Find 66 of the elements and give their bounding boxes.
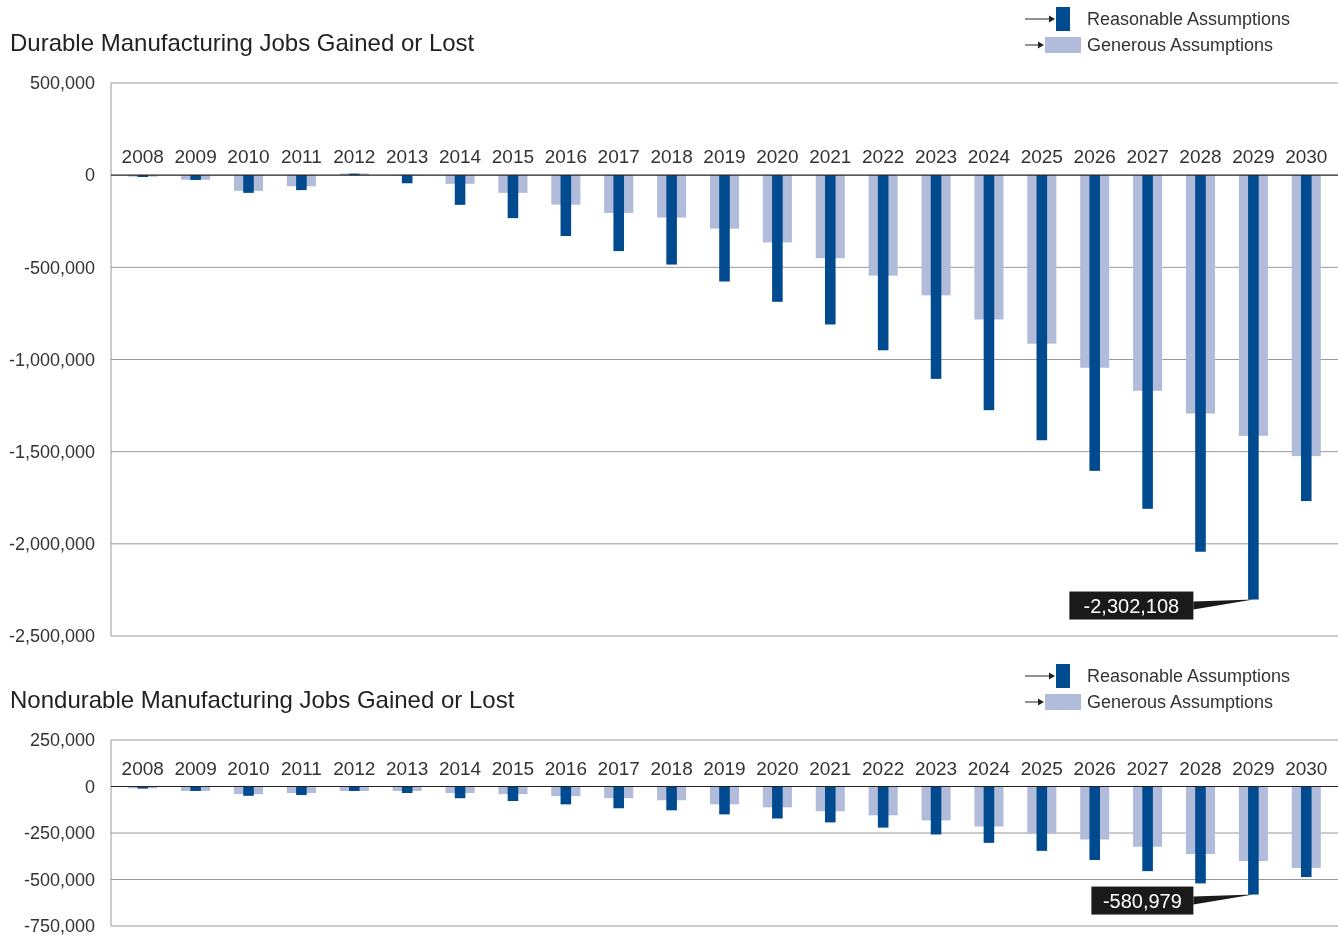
x-tick-label: 2019 [703,146,746,168]
x-tick-label: 2019 [703,757,746,779]
x-tick-label: 2029 [1232,757,1275,779]
y-tick-label: -1,500,000 [8,441,95,462]
chart-title: Nondurable Manufacturing Jobs Gained or Lost [10,686,515,713]
x-tick-label: 2028 [1179,146,1222,168]
y-tick-label: -500,000 [23,257,95,278]
x-tick-label: 2022 [862,757,905,779]
x-tick-label: 2030 [1285,757,1328,779]
x-tick-label: 2025 [1020,757,1063,779]
legend-label: Generous Assumptions [1087,692,1274,713]
x-tick-label: 2022 [862,146,905,168]
x-tick-label: 2020 [756,146,799,168]
x-tick-label: 2009 [174,146,217,168]
x-tick-label: 2016 [544,757,587,779]
legend-label: Reasonable Assumptions [1087,9,1291,30]
x-tick-label: 2026 [1073,146,1116,168]
x-tick-label: 2018 [650,757,693,779]
x-tick-label: 2011 [280,757,322,779]
x-tick-label: 2013 [386,757,429,779]
x-tick-label: 2013 [386,146,429,168]
y-tick-label: 500,000 [29,73,95,94]
x-tick-label: 2011 [280,146,322,168]
x-tick-label: 2014 [438,146,482,168]
x-tick-label: 2016 [544,146,587,168]
y-tick-label: -2,000,000 [8,534,95,555]
x-tick-label: 2028 [1179,757,1222,779]
legend-label: Reasonable Assumptions [1087,666,1291,687]
x-tick-label: 2027 [1126,757,1169,779]
x-tick-label: 2009 [174,757,217,779]
x-tick-label: 2027 [1126,146,1169,168]
x-tick-label: 2017 [597,146,640,168]
x-tick-label: 2010 [227,146,270,168]
x-tick-label: 2014 [438,757,482,779]
x-tick-label: 2024 [967,146,1011,168]
annotation: -580,979 [1102,889,1182,912]
x-tick-label: 2017 [597,757,640,779]
x-tick-label: 2012 [333,757,376,779]
y-tick-label: -1,000,000 [8,349,95,370]
y-tick-label: -250,000 [23,823,95,844]
x-tick-label: 2024 [967,757,1011,779]
x-tick-label: 2018 [650,146,693,168]
x-tick-label: 2030 [1285,146,1328,168]
x-tick-label: 2008 [121,146,164,168]
x-tick-label: 2015 [491,757,535,779]
x-tick-label: 2026 [1073,757,1116,779]
y-tick-label: -2,500,000 [8,626,95,647]
x-tick-label: 2029 [1232,146,1275,168]
y-tick-label: -500,000 [23,869,95,890]
x-tick-label: 2010 [227,757,270,779]
y-tick-label: -750,000 [23,916,95,937]
y-tick-label: 0 [84,776,95,797]
legend-label: Generous Assumptions [1087,35,1274,56]
x-tick-label: 2021 [809,757,852,779]
x-tick-label: 2021 [809,146,852,168]
x-tick-label: 2023 [914,757,958,779]
annotation: -2,302,108 [1083,594,1180,617]
x-tick-label: 2012 [333,146,376,168]
y-tick-label: 250,000 [29,730,95,751]
x-tick-label: 2020 [756,757,799,779]
chart-title: Durable Manufacturing Jobs Gained or Lost [10,29,475,56]
x-tick-label: 2023 [914,146,958,168]
y-tick-label: 0 [84,165,95,186]
x-tick-label: 2008 [121,757,164,779]
x-tick-label: 2025 [1020,146,1063,168]
x-tick-label: 2015 [491,146,535,168]
